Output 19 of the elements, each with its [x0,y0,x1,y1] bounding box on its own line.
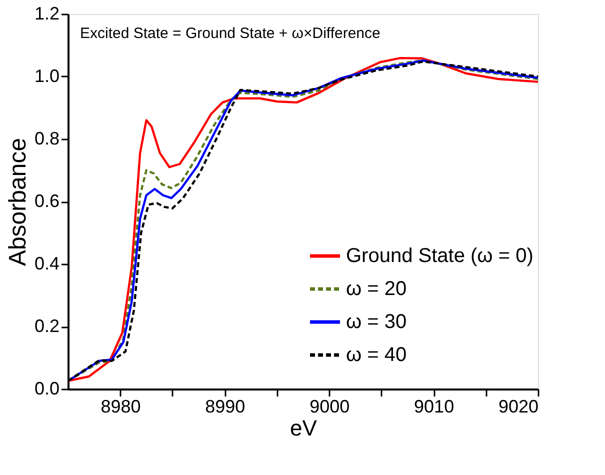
x-tick-label: 9010 [414,396,454,416]
y-tick-label: 0.2 [34,316,60,336]
x-tick-label: 8980 [100,396,141,416]
y-tick-label: 0.6 [34,191,60,211]
y-axis-title: Absorbance [4,138,32,266]
y-tick-label: 1.2 [34,4,60,24]
y-tick-label: 0.8 [34,128,60,148]
y-tick-label: 0.4 [34,254,60,274]
x-tick-label: 9020 [498,396,538,416]
legend-label: Ground State (ω = 0) [346,245,534,267]
legend-label: ω = 40 [346,344,407,366]
legend-label: ω = 20 [346,278,407,300]
annotation: Excited State = Ground State + ω×Difference [80,25,380,42]
x-tick-label: 9000 [310,396,350,416]
y-tick-label: 0.0 [34,378,60,398]
y-tick-label: 1.0 [34,66,60,86]
x-axis-title: eV [290,416,318,440]
x-tick-label: 8990 [205,396,246,416]
legend-label: ω = 30 [346,311,407,333]
